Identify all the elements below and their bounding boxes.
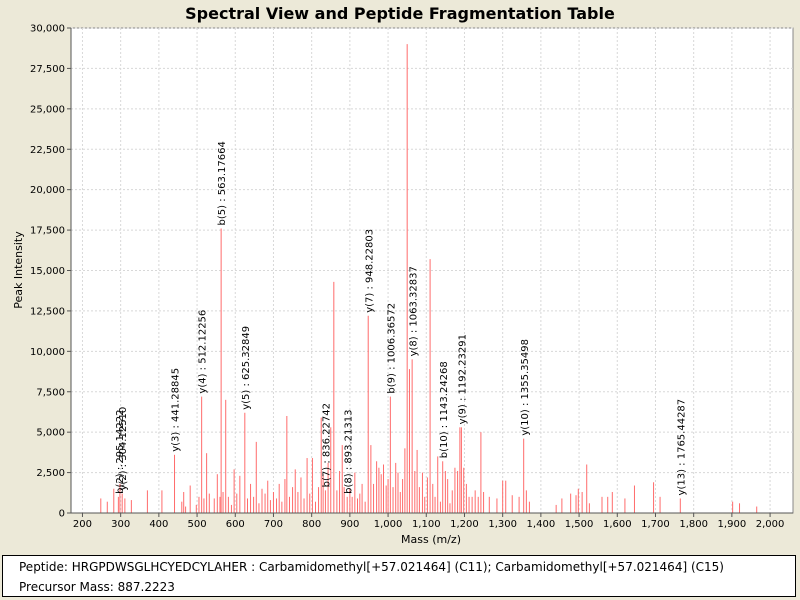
y-tick-label: 2,500 xyxy=(36,468,65,479)
x-tick-label: 600 xyxy=(226,519,245,530)
peak-annotation-label: b(8) : 893.21313 xyxy=(343,410,354,494)
peak-annotation-label: b(5) : 563.17664 xyxy=(217,141,228,225)
spectrum-chart: Spectral View and Peptide Fragmentation … xyxy=(12,4,794,546)
x-tick-label: 1,900 xyxy=(718,519,747,530)
y-tick-label: 25,000 xyxy=(30,104,65,115)
y-tick-label: 20,000 xyxy=(30,185,65,196)
x-tick-label: 2,000 xyxy=(756,519,785,530)
peak-annotation-label: y(3) : 441.28845 xyxy=(171,368,182,452)
peak-annotation-label: y(4) : 512.12256 xyxy=(198,310,209,394)
x-tick-label: 200 xyxy=(73,519,92,530)
x-tick-label: 1,400 xyxy=(527,519,556,530)
precursor-mass: 887.2223 xyxy=(117,580,175,594)
peak-annotation-label: y(10) : 1355.35498 xyxy=(520,339,531,436)
peak-annotation-label: b(9) : 1006.36572 xyxy=(387,303,398,394)
y-tick-label: 5,000 xyxy=(36,428,65,439)
x-tick-label: 1,500 xyxy=(565,519,594,530)
y-tick-label: 7,500 xyxy=(36,387,65,398)
peptide-info-panel: Peptide: HRGPDWSGLHCYEDCYLAHER : Carbami… xyxy=(2,555,796,597)
y-tick-label: 27,500 xyxy=(30,64,65,75)
peptide-sequence: HRGPDWSGLHCYEDCYLAHER : Carbamidomethyl[… xyxy=(71,560,724,574)
chart-title: Spectral View and Peptide Fragmentation … xyxy=(185,4,615,23)
y-axis: 0 2,500 5,000 7,500 10,000 12,500 15,000 17,500… xyxy=(30,24,72,520)
peak-annotation-label: y(7) : 948.22803 xyxy=(364,229,375,313)
y-tick-label: 17,500 xyxy=(30,226,65,237)
y-tick-label: 0 xyxy=(59,509,65,520)
x-axis-label: Mass (m/z) xyxy=(401,533,461,546)
x-tick-label: 1,800 xyxy=(679,519,708,530)
x-tick-label: 1,300 xyxy=(488,519,517,530)
y-axis-label: Peak Intensity xyxy=(12,231,25,309)
peptide-label: Peptide: xyxy=(19,560,68,574)
x-tick-label: 1,700 xyxy=(641,519,670,530)
peak-annotation-label: b(10) : 1143.24268 xyxy=(439,361,450,458)
peak-series xyxy=(100,44,758,513)
peak-annotation-label: y(13) : 1765.44287 xyxy=(676,399,687,496)
peak-annotation-label: y(2) : 304.12510 xyxy=(118,407,129,491)
y-tick-label: 12,500 xyxy=(30,306,65,317)
x-axis: 200 300 400 500 600 700 800 900 1,000 1,100 1,200 1… xyxy=(71,512,793,530)
peak-annotation-label: b(2) : 295.14222 xyxy=(115,410,126,494)
y-tick-label: 15,000 xyxy=(30,266,65,277)
precursor-line: Precursor Mass: 887.2223 xyxy=(19,580,175,594)
x-tick-label: 500 xyxy=(188,519,207,530)
y-tick-label: 30,000 xyxy=(30,24,65,35)
x-tick-label: 900 xyxy=(340,519,359,530)
precursor-label: Precursor Mass: xyxy=(19,580,114,594)
peak-annotation-label: b(7) : 836.22742 xyxy=(321,403,332,487)
x-tick-label: 1,200 xyxy=(450,519,479,530)
x-tick-label: 300 xyxy=(111,519,130,530)
x-tick-label: 1,600 xyxy=(603,519,632,530)
x-tick-label: 700 xyxy=(264,519,283,530)
y-tick-label: 22,500 xyxy=(30,145,65,156)
y-tick-label: 10,000 xyxy=(30,347,65,358)
x-tick-label: 1,000 xyxy=(374,519,403,530)
x-tick-label: 800 xyxy=(302,519,321,530)
peak-annotation-label: y(8) : 1063.32837 xyxy=(408,266,419,356)
x-tick-label: 1,100 xyxy=(412,519,441,530)
peak-annotation-label: y(5) : 625.32849 xyxy=(241,326,252,410)
x-tick-label: 400 xyxy=(149,519,168,530)
peptide-line: Peptide: HRGPDWSGLHCYEDCYLAHER : Carbami… xyxy=(19,560,724,574)
peak-annotation-label: y(9) : 1192.23291 xyxy=(457,334,468,424)
